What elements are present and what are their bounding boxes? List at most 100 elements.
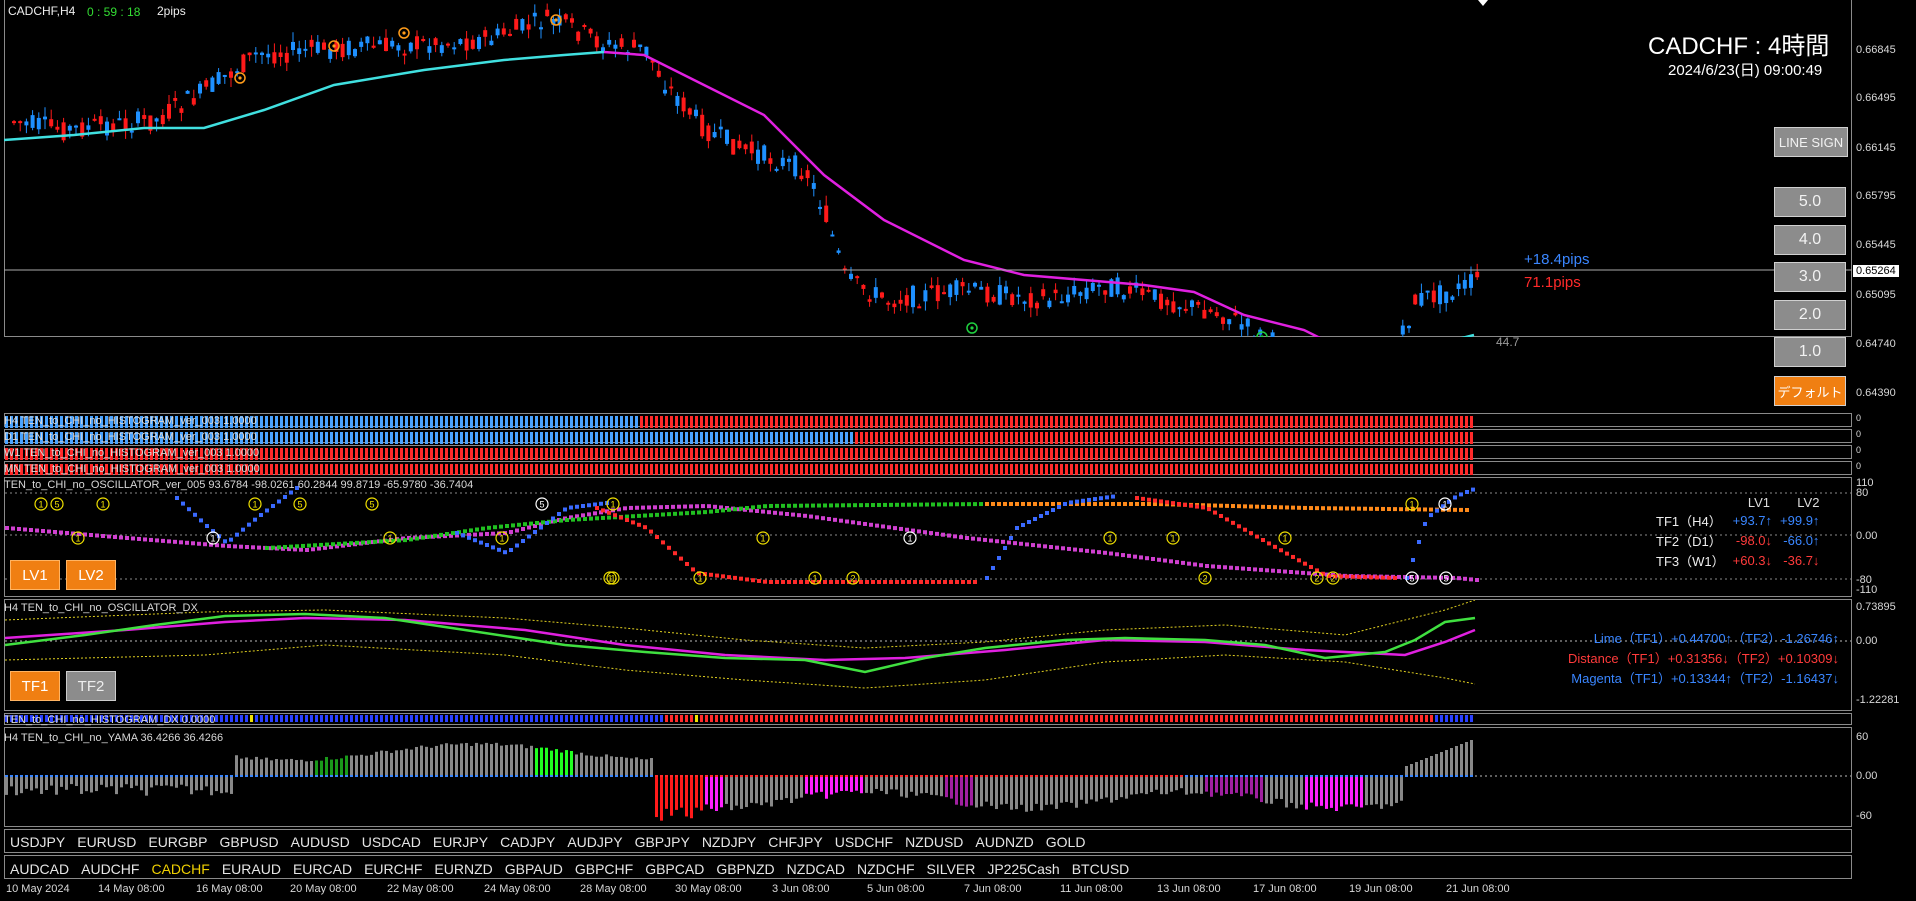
symbol-jp225cash[interactable]: JP225Cash [987,861,1060,877]
histogram-dx-bar [855,715,858,722]
symbol-usdcad[interactable]: USDCAD [361,834,421,850]
symbol-silver[interactable]: SILVER [926,861,976,877]
symbol-gbpjpy[interactable]: GBPJPY [634,834,690,850]
level-1-button[interactable]: 1.0 [1774,337,1846,367]
osc-magenta-dot [1313,571,1317,576]
histogram-dx-bar [1200,715,1203,722]
osc-orange-dot [1405,507,1409,512]
symbol-nzdchf[interactable]: NZDCHF [857,861,915,877]
lv2-button[interactable]: LV2 [66,560,116,590]
symbol-eurgbp[interactable]: EURGBP [148,834,208,850]
histogram-dx-bar [5,715,8,722]
histogram-bar [395,416,398,428]
osc-magenta-dot [587,512,591,517]
symbol-audjpy[interactable]: AUDJPY [567,834,623,850]
histogram-bar [1015,448,1018,460]
histogram-dx-bar [270,715,273,722]
histogram-bar [1270,416,1273,428]
symbol-gold[interactable]: GOLD [1045,834,1086,850]
symbol-nzdcad[interactable]: NZDCAD [786,861,845,877]
symbol-audusd[interactable]: AUDUSD [290,834,350,850]
osc-orange-dot [1279,505,1283,510]
osc-magenta-dot [119,535,123,540]
histogram-bar [930,448,933,460]
histogram-dx-bar [205,715,208,722]
candle-body [1177,307,1182,310]
symbol-gbpaud[interactable]: GBPAUD [504,861,563,877]
level-3-button[interactable]: 3.0 [1774,262,1846,292]
signal-dot [332,44,336,48]
yama-baseline-bar [270,775,273,777]
osc-signal-circle [606,571,620,585]
lv1-button[interactable]: LV1 [10,560,60,590]
histogram-bar [1225,448,1228,460]
symbol-nzdjpy[interactable]: NZDJPY [701,834,757,850]
symbol-euraud[interactable]: EURAUD [221,861,281,877]
level-5-button[interactable]: 5.0 [1774,187,1846,217]
oscillator-pane[interactable] [4,477,1852,597]
symbol-chfjpy[interactable]: CHFJPY [768,834,823,850]
symbol-eurchf[interactable]: EURCHF [364,861,423,877]
osc-green-dot [937,502,941,507]
price-tick: 0.65095 [1856,289,1896,301]
histogram-bar [240,432,243,444]
line-sign-button[interactable]: LINE SIGN [1774,127,1848,157]
osc-blue-dot [455,531,459,535]
level-2-button[interactable]: 2.0 [1774,300,1846,330]
sort-arrow-icon[interactable] [1478,0,1488,6]
symbol-eurnzd[interactable]: EURNZD [434,861,493,877]
symbol-audnzd[interactable]: AUDNZD [975,834,1034,850]
histogram-bar [980,432,983,444]
symbol-gbpcad[interactable]: GBPCAD [645,861,705,877]
histogram-bar [1275,448,1278,460]
histogram-bar [365,448,368,460]
yama-baseline-bar [1345,775,1348,777]
symbol-audcad[interactable]: AUDCAD [10,861,70,877]
symbol-gbpnzd[interactable]: GBPNZD [716,861,775,877]
tf1-button[interactable]: TF1 [10,671,60,701]
histogram-bar [1210,448,1213,460]
osc-magenta-dot [929,531,933,536]
level-4-button[interactable]: 4.0 [1774,225,1846,255]
yama-pane[interactable] [4,727,1852,827]
histogram-bar [590,432,593,444]
symbol-cadchf[interactable]: CADCHF [151,861,210,877]
tf2-button[interactable]: TF2 [66,671,116,701]
histogram-bar [1215,448,1218,460]
histogram-bar [1190,432,1193,444]
candle-body [390,40,395,47]
osc-blue-dot [467,535,471,540]
symbol-audchf[interactable]: AUDCHF [81,861,140,877]
histogram-bar [765,448,768,460]
yama-bar [40,776,43,794]
histogram-bar [790,448,793,460]
default-button[interactable]: デフォルト [1774,376,1846,406]
histogram-bar [315,432,318,444]
histogram-dx-bar [610,715,613,722]
yama-baseline-bar [700,775,703,777]
osc-green-dot [649,513,653,518]
histogram-bar [55,448,58,460]
symbol-eurcad[interactable]: EURCAD [292,861,353,877]
symbol-cadjpy[interactable]: CADJPY [500,834,556,850]
osc-blue-dot [253,517,257,522]
candle-body [985,286,990,303]
oscillator-dx-pane[interactable] [4,599,1852,711]
histogram-bar [155,448,158,460]
symbol-usdchf[interactable]: USDCHF [834,834,894,850]
symbol-usdjpy[interactable]: USDJPY [10,834,66,850]
symbol-eurjpy[interactable]: EURJPY [432,834,489,850]
osc-signal-number: 1 [499,534,504,544]
histogram-bar [515,464,518,475]
symbol-btcusd[interactable]: BTCUSD [1071,861,1130,877]
histogram-dx-bar [695,715,698,722]
symbol-eurusd[interactable]: EURUSD [77,834,137,850]
histogram-bar [195,448,198,460]
symbol-gbpchf[interactable]: GBPCHF [574,861,634,877]
osc-red-dot [1159,499,1163,504]
price-chart-pane[interactable] [4,0,1852,337]
symbol-nzdusd[interactable]: NZDUSD [905,834,964,850]
symbol-gbpusd[interactable]: GBPUSD [219,834,279,850]
histogram-dx-svg [5,715,1473,722]
yama-bar [1330,776,1333,808]
